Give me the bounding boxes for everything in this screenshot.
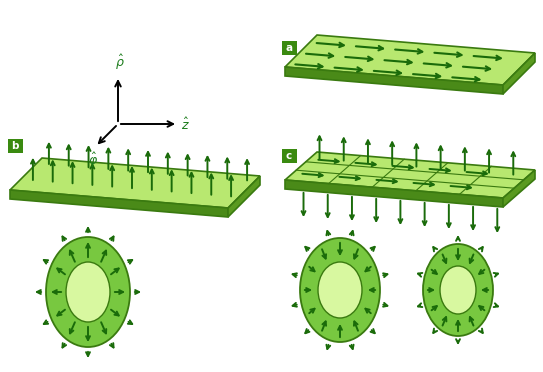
Polygon shape	[285, 35, 535, 85]
Polygon shape	[285, 180, 503, 207]
Text: c: c	[286, 151, 292, 160]
Ellipse shape	[318, 262, 362, 318]
Polygon shape	[503, 170, 535, 207]
Polygon shape	[10, 158, 260, 208]
Text: $\hat{\varphi}$: $\hat{\varphi}$	[89, 151, 98, 170]
Ellipse shape	[423, 244, 493, 336]
Text: b: b	[11, 141, 19, 151]
Ellipse shape	[440, 266, 476, 314]
FancyBboxPatch shape	[8, 138, 22, 153]
Text: $\hat{\rho}$: $\hat{\rho}$	[115, 53, 125, 72]
Ellipse shape	[46, 237, 130, 347]
Polygon shape	[285, 152, 535, 198]
Polygon shape	[285, 67, 503, 94]
FancyBboxPatch shape	[281, 41, 296, 55]
FancyBboxPatch shape	[281, 148, 296, 163]
Ellipse shape	[66, 262, 110, 322]
Polygon shape	[10, 190, 228, 217]
Polygon shape	[228, 176, 260, 217]
Text: a: a	[286, 42, 293, 52]
Polygon shape	[503, 53, 535, 94]
Text: $\hat{z}$: $\hat{z}$	[181, 117, 190, 133]
Ellipse shape	[300, 238, 380, 342]
